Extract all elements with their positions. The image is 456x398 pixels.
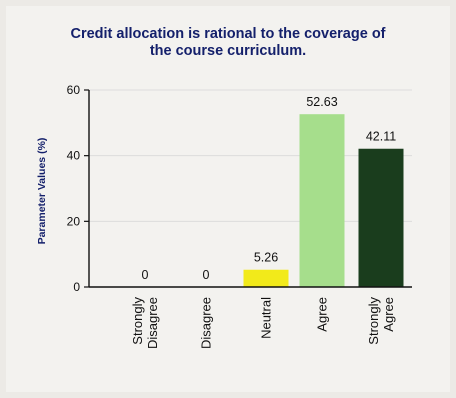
y-tick-label-60: 60 [67,83,81,97]
y-tick-label-40: 40 [67,149,81,163]
bar-layer [243,114,404,287]
category-label-2: Neutral [259,297,274,339]
category-label-0: Strongly Disagree [130,297,160,350]
axis-layer [84,89,412,288]
category-label-4: Strongly Agree [366,297,396,345]
y-tick-label-20: 20 [67,214,81,228]
value-label-2: 5.26 [254,251,278,265]
y-tick-label-0: 0 [73,280,80,294]
category-label-1: Disagree [199,297,214,349]
bar-2 [243,269,289,287]
grid-layer [89,89,412,222]
category-label-3-line-0: Agree [315,297,330,332]
category-label-2-line-0: Neutral [259,297,274,339]
value-label-0: 0 [142,268,149,282]
category-label-3: Agree [315,297,330,332]
category-label-1-line-0: Disagree [199,297,214,349]
category-label-4-line-0: Strongly [366,297,381,345]
bar-3 [299,114,345,287]
category-label-0-line-1: Disagree [145,297,160,349]
value-label-3: 52.63 [306,95,337,109]
chart-title-line-2: the course curriculum. [149,43,307,59]
value-label-4: 42.11 [366,130,396,144]
bar-4 [358,148,404,287]
y-axis-label: Parameter Values (%) [36,138,48,245]
chart-title-line-1: Credit allocation is rational to the cov… [70,26,386,42]
chart-title: Credit allocation is rational to the cov… [0,26,456,60]
value-label-1: 0 [203,268,210,282]
category-label-4-line-1: Agree [381,297,396,332]
category-label-0-line-0: Strongly [130,297,145,345]
